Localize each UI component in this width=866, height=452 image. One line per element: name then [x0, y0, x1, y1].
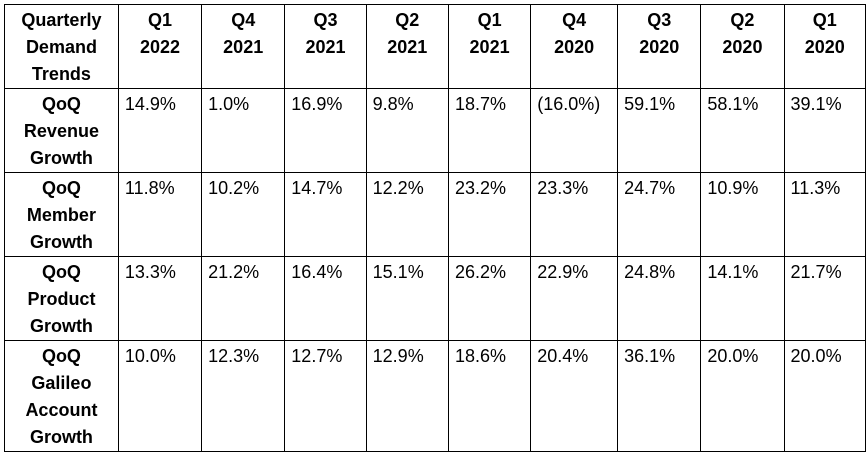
corner-header: Quarterly Demand Trends: [4, 4, 119, 89]
table-cell: 1.0%: [201, 88, 286, 173]
table-cell: 21.2%: [201, 256, 286, 341]
column-header-q3-2021: Q3 2021: [284, 4, 367, 89]
table-cell: 14.7%: [284, 172, 367, 257]
table-row-member-growth: QoQ Member Growth 11.8% 10.2% 14.7% 12.2…: [4, 172, 866, 257]
table-cell: 20.0%: [700, 340, 785, 452]
table-cell: 12.9%: [365, 340, 449, 452]
table-cell: 16.9%: [284, 88, 367, 173]
table-cell: 15.1%: [365, 256, 449, 341]
column-header-q1-2022: Q1 2022: [117, 4, 203, 89]
table-cell: 10.9%: [700, 172, 785, 257]
column-header-q4-2021: Q4 2021: [201, 4, 286, 89]
table-cell: 13.3%: [117, 256, 203, 341]
table-row-revenue-growth: QoQ Revenue Growth 14.9% 1.0% 16.9% 9.8%…: [4, 88, 866, 173]
table-cell: 14.1%: [700, 256, 785, 341]
table-cell: 18.7%: [447, 88, 532, 173]
table-cell: 11.3%: [783, 172, 866, 257]
table-cell: 24.8%: [617, 256, 702, 341]
table-row-product-growth: QoQ Product Growth 13.3% 21.2% 16.4% 15.…: [4, 256, 866, 341]
table-cell: 12.3%: [201, 340, 286, 452]
column-header-q1-2021: Q1 2021: [447, 4, 532, 89]
quarterly-demand-table: Quarterly Demand Trends Q1 2022 Q4 2021 Q3…: [4, 4, 866, 452]
table-cell: 20.0%: [783, 340, 866, 452]
column-header-q2-2020: Q2 2020: [700, 4, 785, 89]
corner-header-line: Quarterly: [21, 10, 102, 30]
table-cell: 22.9%: [530, 256, 619, 341]
table-cell: 23.3%: [530, 172, 619, 257]
table-cell: 18.6%: [447, 340, 532, 452]
table-cell: 10.2%: [201, 172, 286, 257]
corner-header-line: Trends: [31, 64, 91, 84]
table-cell: 10.0%: [117, 340, 203, 452]
table-row-galileo-account-growth: QoQ Galileo Account Growth 10.0% 12.3% 1…: [4, 340, 866, 452]
column-header-q3-2020: Q3 2020: [617, 4, 702, 89]
table-cell: 24.7%: [617, 172, 702, 257]
table-cell: 23.2%: [447, 172, 532, 257]
column-header-q4-2020: Q4 2020: [530, 4, 619, 89]
table-cell: 12.2%: [365, 172, 449, 257]
table-cell: (16.0%): [530, 88, 619, 173]
row-header-revenue-growth: QoQ Revenue Growth: [4, 88, 119, 173]
table-cell: 14.9%: [117, 88, 203, 173]
table-cell: 58.1%: [700, 88, 785, 173]
table-cell: 21.7%: [783, 256, 866, 341]
header-row: Quarterly Demand Trends Q1 2022 Q4 2021 Q3…: [4, 4, 866, 89]
table-cell: 36.1%: [617, 340, 702, 452]
table-cell: 39.1%: [783, 88, 866, 173]
column-header-q2-2021: Q2 2021: [365, 4, 449, 89]
corner-header-line: Demand: [25, 37, 97, 57]
table-cell: 20.4%: [530, 340, 619, 452]
table-cell: 59.1%: [617, 88, 702, 173]
row-header-galileo-account-growth: QoQ Galileo Account Growth: [4, 340, 119, 452]
row-header-member-growth: QoQ Member Growth: [4, 172, 119, 257]
column-header-q1-2020: Q1 2020: [783, 4, 866, 89]
row-header-product-growth: QoQ Product Growth: [4, 256, 119, 341]
table-cell: 16.4%: [284, 256, 367, 341]
table-cell: 26.2%: [447, 256, 532, 341]
table-cell: 11.8%: [117, 172, 203, 257]
table-cell: 9.8%: [365, 88, 449, 173]
table-cell: 12.7%: [284, 340, 367, 452]
